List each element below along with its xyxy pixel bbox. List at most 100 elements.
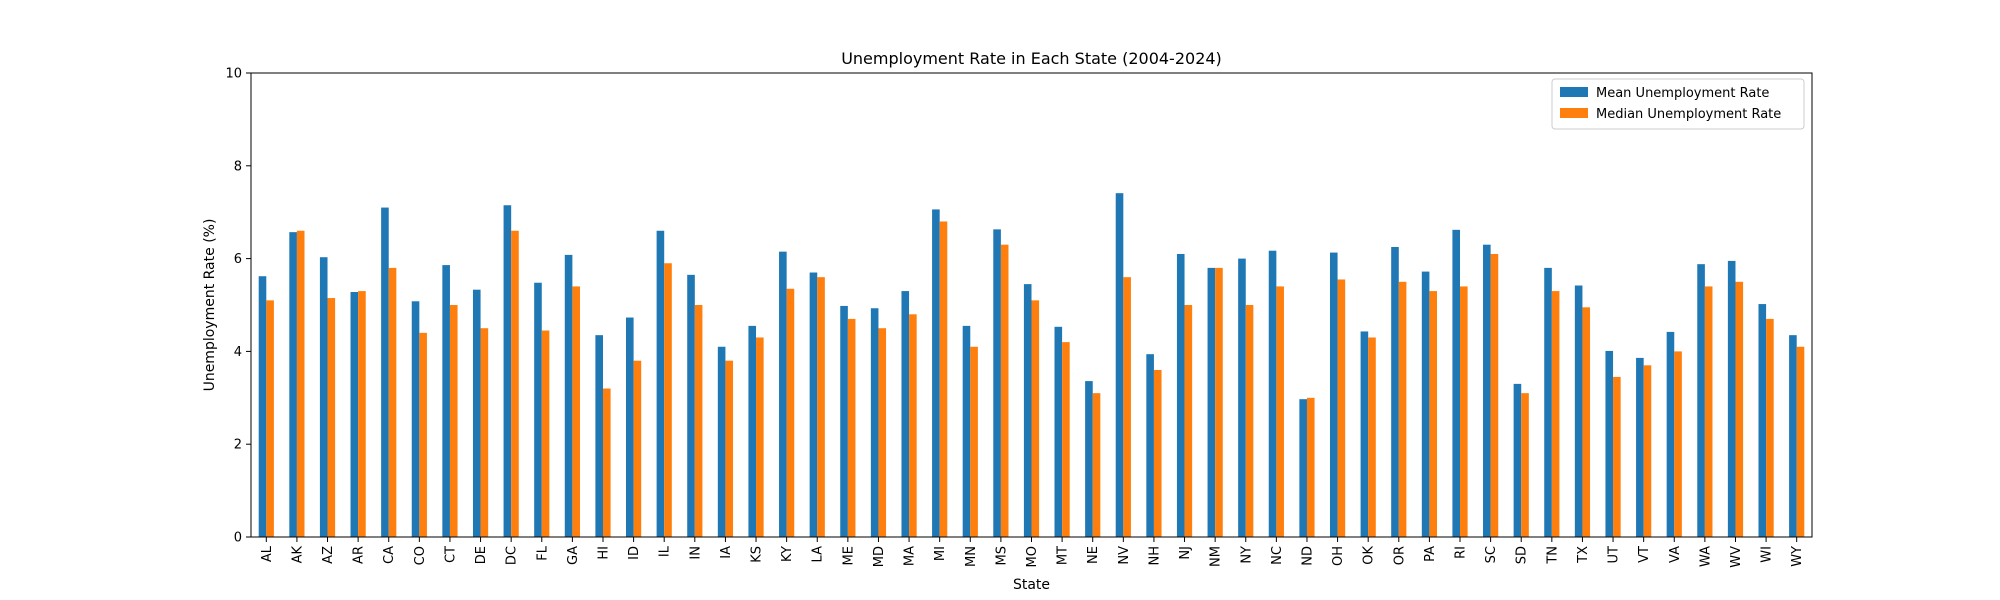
bar-mean-or [1391, 247, 1399, 537]
legend-box [1551, 78, 1805, 130]
x-axis-label: State [1013, 577, 1050, 593]
y-tick-label: 2 [234, 438, 242, 453]
bar-mean-az [319, 257, 328, 537]
bar-median-me [847, 318, 856, 537]
x-tick-label-va: VA [1668, 546, 1683, 563]
legend-swatch-median [1560, 108, 1588, 118]
x-tick-label-sd: SD [1515, 546, 1530, 564]
bar-median-ga [572, 286, 580, 537]
x-tick-label-wy: WY [1790, 546, 1805, 567]
bar-median-nm [1215, 267, 1223, 537]
x-tick-label-fl: FL [535, 545, 550, 560]
bar-median-ia [725, 360, 734, 537]
bar-mean-la [809, 272, 818, 537]
bar-median-md [878, 328, 887, 537]
bar-mean-me [840, 305, 848, 537]
x-tick-label-ks: KS [750, 546, 765, 563]
bar-mean-mo [1023, 284, 1032, 537]
y-tick-label: 6 [234, 252, 242, 267]
bar-median-nc [1276, 286, 1284, 537]
x-tick-label-nc: NC [1270, 546, 1285, 565]
bar-median-ar [358, 291, 366, 537]
bar-mean-ma [901, 291, 910, 537]
x-tick-label-sc: SC [1484, 546, 1499, 563]
bar-mean-fl [534, 282, 542, 537]
bar-median-mn [970, 346, 978, 537]
bar-median-mt [1062, 342, 1070, 537]
bar-mean-nm [1207, 267, 1216, 537]
bar-mean-ar [350, 292, 359, 537]
x-tick-label-co: CO [413, 546, 428, 565]
x-tick-label-dc: DC [505, 546, 520, 565]
x-tick-label-ok: OK [1362, 546, 1377, 565]
bar-median-wa [1704, 286, 1713, 537]
bar-median-ks [756, 337, 764, 537]
bar-mean-in [687, 274, 695, 537]
bar-mean-id [626, 317, 634, 537]
bar-median-la [817, 277, 825, 537]
bar-mean-wi [1758, 304, 1767, 537]
y-axis: 0 2 4 6 8 10 [225, 67, 251, 546]
bar-median-sd [1521, 393, 1529, 537]
x-tick-label-nm: NM [1209, 546, 1224, 567]
bars-layer [258, 193, 1805, 538]
bar-median-az [327, 298, 336, 537]
bar-mean-mi [932, 209, 940, 538]
x-tick-label-pa: PA [1423, 546, 1438, 562]
bar-median-hi [602, 388, 611, 537]
bar-median-wi [1766, 318, 1774, 537]
bar-median-co [419, 332, 427, 537]
bar-median-nj [1184, 305, 1193, 537]
bar-median-ok [1368, 337, 1376, 537]
bar-mean-ri [1452, 229, 1461, 537]
bar-mean-dc [503, 205, 512, 538]
x-axis: AL AK AZ AR CA CO CT DE DC FL GA HI ID IL IN IA KS KY LA ME… [260, 537, 1805, 568]
x-tick-label-mn: MN [964, 546, 979, 567]
x-tick-label-tn: TN [1545, 546, 1560, 565]
bar-median-il [664, 263, 672, 537]
legend: Mean Unemployment Rate Median Unemploymen… [1551, 78, 1805, 130]
bar-mean-ks [748, 325, 757, 537]
bar-median-pa [1429, 291, 1437, 537]
bar-mean-nj [1176, 253, 1185, 537]
legend-label-median: Median Unemployment Rate [1596, 107, 1781, 122]
x-tick-label-az: AZ [321, 546, 336, 564]
x-tick-label-ia: IA [719, 546, 734, 559]
bar-mean-wy [1789, 335, 1797, 537]
x-tick-label-mt: MT [1056, 546, 1071, 565]
bar-median-ct [449, 305, 458, 537]
plot-frame [250, 72, 1813, 538]
x-tick-label-ky: KY [780, 546, 795, 562]
x-tick-label-oh: OH [1331, 546, 1346, 566]
bar-mean-nc [1268, 250, 1277, 537]
bar-median-ca [388, 267, 397, 537]
x-tick-label-ct: CT [443, 546, 458, 563]
bar-median-va [1674, 351, 1682, 537]
bar-mean-co [411, 301, 420, 537]
legend-label-mean: Mean Unemployment Rate [1596, 86, 1769, 101]
bar-median-nd [1306, 397, 1315, 537]
bar-mean-ky [779, 251, 787, 537]
x-tick-label-ga: GA [566, 546, 581, 565]
bar-median-vt [1643, 365, 1652, 537]
bar-mean-sc [1483, 244, 1491, 537]
x-tick-label-mo: MO [1025, 546, 1040, 567]
bar-median-or [1398, 281, 1407, 537]
x-tick-label-id: ID [627, 546, 642, 560]
x-tick-label-wi: WI [1760, 546, 1775, 563]
x-tick-label-la: LA [811, 546, 826, 563]
bar-median-dc [511, 230, 519, 537]
x-tick-label-me: ME [841, 546, 856, 565]
x-tick-label-al: AL [260, 545, 275, 562]
bar-median-wy [1796, 346, 1805, 537]
x-tick-label-or: OR [1392, 546, 1407, 565]
bar-median-fl [541, 330, 550, 537]
bar-mean-mn [962, 325, 971, 537]
x-tick-label-vt: VT [1637, 546, 1652, 563]
bar-mean-tn [1544, 267, 1552, 537]
bar-mean-nd [1299, 399, 1307, 537]
bar-mean-tx [1574, 285, 1583, 537]
bar-mean-ca [381, 207, 389, 537]
bar-median-tx [1582, 307, 1591, 537]
bar-mean-pa [1421, 271, 1430, 537]
